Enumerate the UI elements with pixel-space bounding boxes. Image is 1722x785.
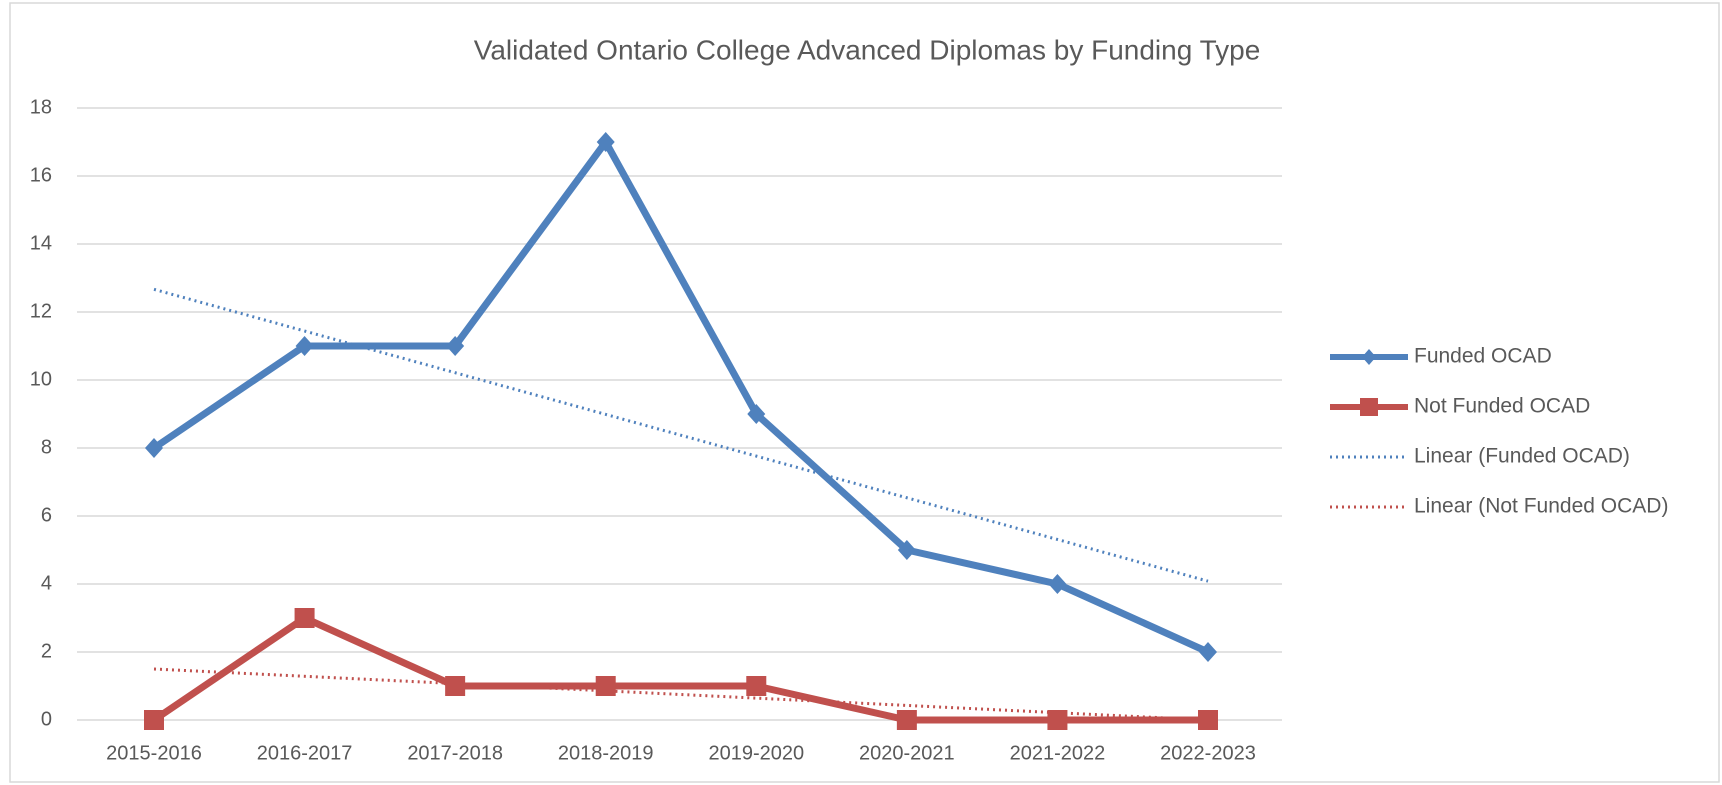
x-tick-label: 2020-2021 — [859, 742, 955, 764]
y-tick-label: 8 — [41, 436, 52, 458]
marker — [1048, 574, 1067, 594]
marker — [1047, 710, 1068, 730]
x-tick-label: 2018-2019 — [558, 742, 654, 764]
marker — [295, 336, 314, 356]
line — [152, 614, 1208, 724]
x-tick-label: 2019-2020 — [708, 742, 804, 764]
marker — [445, 676, 466, 696]
trendline — [153, 667, 1209, 722]
chart-title: Validated Ontario College Advanced Diplo… — [474, 34, 1261, 65]
line — [152, 138, 1210, 656]
marker — [294, 608, 315, 628]
x-tick-label: 2017-2018 — [407, 742, 503, 764]
trendline — [153, 287, 1209, 583]
y-tick-label: 12 — [30, 300, 52, 322]
legend-marker — [1362, 349, 1376, 365]
x-tick-label: 2016-2017 — [257, 742, 353, 764]
legend-label: Funded OCAD — [1414, 345, 1552, 368]
y-tick-label: 10 — [30, 368, 52, 390]
y-tick-label: 6 — [41, 504, 52, 526]
legend-label: Not Funded OCAD — [1414, 395, 1590, 418]
marker — [446, 336, 465, 356]
y-tick-label: 4 — [41, 572, 52, 594]
marker — [746, 676, 767, 696]
y-tick-label: 2 — [41, 640, 52, 662]
y-tick-label: 14 — [30, 232, 52, 254]
x-tick-label: 2015-2016 — [106, 742, 202, 764]
marker — [596, 132, 615, 152]
legend-marker — [1360, 398, 1378, 416]
marker — [1199, 642, 1217, 662]
y-tick-label: 18 — [30, 96, 52, 118]
legend-label: Linear (Funded OCAD) — [1414, 445, 1630, 468]
marker — [1198, 710, 1218, 730]
marker — [144, 710, 164, 730]
marker — [145, 438, 163, 458]
marker — [896, 710, 917, 730]
x-tick-label: 2021-2022 — [1010, 742, 1106, 764]
marker — [747, 404, 766, 424]
marker — [897, 540, 916, 560]
legend-label: Linear (Not Funded OCAD) — [1414, 495, 1668, 518]
chart-frame — [9, 2, 1720, 783]
y-tick-label: 16 — [30, 164, 52, 186]
x-tick-label: 2022-2023 — [1160, 742, 1256, 764]
y-tick-label: 0 — [41, 708, 52, 730]
marker — [595, 676, 616, 696]
